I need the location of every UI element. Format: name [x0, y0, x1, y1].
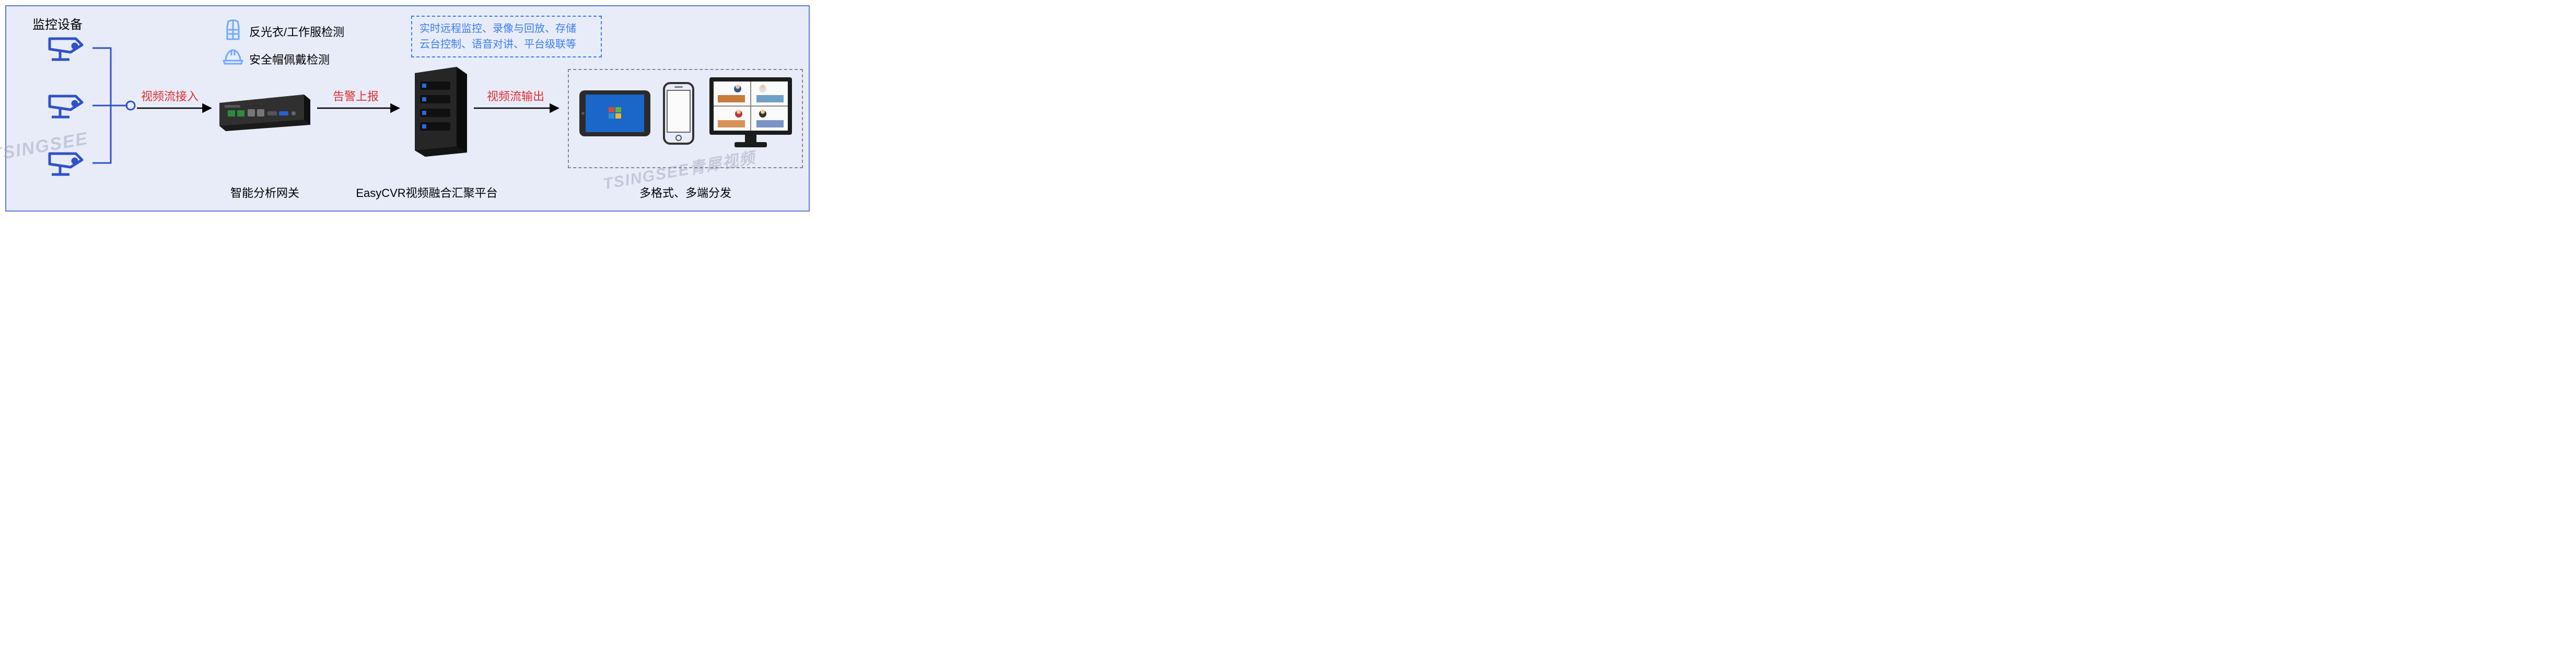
callout-line-1: 实时远程监控、录像与回放、存储 — [419, 21, 593, 37]
camera-icon-3 — [45, 147, 87, 179]
arrow-alarm — [317, 103, 403, 113]
helmet-icon — [223, 48, 243, 67]
monitor-icon — [706, 74, 795, 153]
header-title: 监控设备 — [32, 14, 83, 32]
camera-icon-1 — [45, 32, 87, 64]
flow-label-output: 视频流输出 — [487, 87, 544, 104]
phone-icon — [662, 82, 695, 145]
dist-label: 多格式、多端分发 — [617, 184, 753, 201]
callout-line-2: 云台控制、语音对讲、平台级联等 — [419, 37, 593, 52]
flow-label-alarm: 告警上报 — [333, 87, 379, 104]
gateway-label: 智能分析网关 — [213, 184, 317, 201]
tablet-icon — [578, 87, 651, 139]
arrow-access — [137, 103, 215, 113]
feature-helmet-label: 安全帽佩戴检测 — [249, 51, 330, 67]
converge-bracket — [90, 38, 142, 173]
vest-icon — [223, 19, 243, 41]
gateway-device — [215, 87, 314, 132]
flow-label-access: 视频流接入 — [141, 87, 199, 104]
platform-capabilities-callout: 实时远程监控、录像与回放、存储 云台控制、语音对讲、平台级联等 — [411, 16, 602, 57]
architecture-diagram: TSINGSEE TSINGSEE青犀视频 监控设备 — [5, 5, 810, 212]
platform-server — [409, 64, 471, 158]
arrow-output — [474, 103, 563, 113]
feature-vest-label: 反光衣/工作服检测 — [249, 23, 344, 40]
platform-label: EasyCVR视频融合汇聚平台 — [343, 184, 510, 201]
camera-icon-2 — [45, 90, 87, 121]
